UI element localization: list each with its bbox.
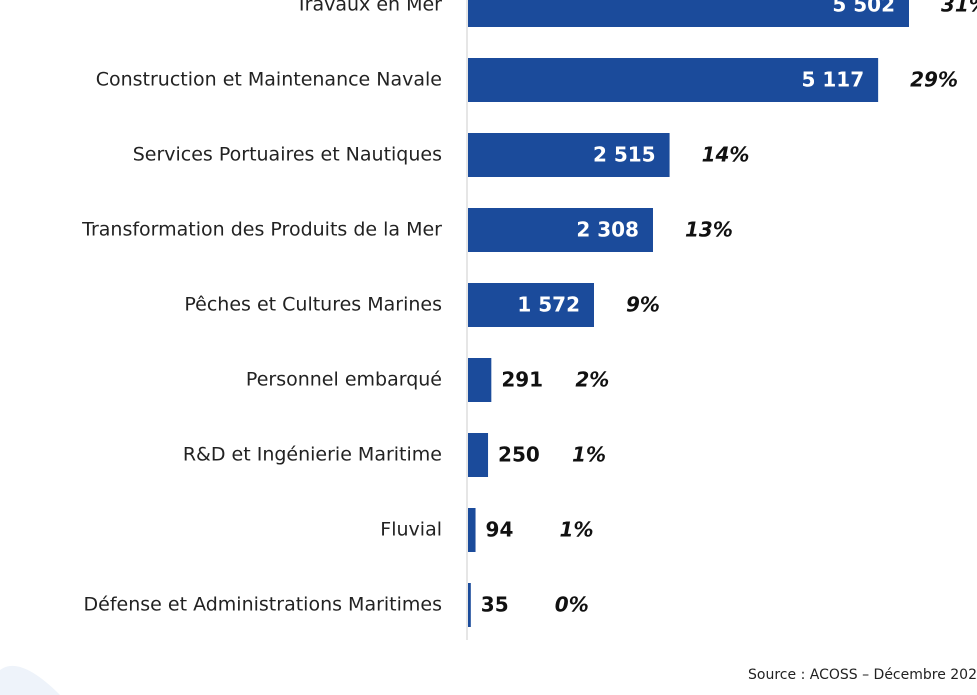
source: Source : ACOSS – Décembre 202 xyxy=(748,667,977,683)
value-label: 2 308 xyxy=(576,218,639,242)
category-label: R&D et Ingénierie Maritime xyxy=(183,444,442,466)
share-label: 0% xyxy=(555,593,589,617)
share-label: 1% xyxy=(572,443,606,467)
category-label: Fluvial xyxy=(380,519,442,541)
category-label: Services Portuaires et Nautiques xyxy=(133,144,442,166)
bar xyxy=(468,58,879,102)
share-label: 9% xyxy=(626,293,660,317)
share-label: 29% xyxy=(910,68,958,92)
value-label: 2 515 xyxy=(593,143,656,167)
value-label: 5 502 xyxy=(832,0,895,17)
bar xyxy=(468,433,489,477)
category-label: Personnel embarqué xyxy=(246,369,442,391)
category-label: Défense et Administrations Maritimes xyxy=(84,594,442,616)
bar xyxy=(468,508,476,552)
share-label: 14% xyxy=(702,143,750,167)
value-label: 35 xyxy=(481,593,509,617)
value-label: 291 xyxy=(501,368,543,392)
share-label: 31% xyxy=(941,0,977,17)
bar xyxy=(468,583,471,627)
bar xyxy=(468,0,909,27)
bar xyxy=(468,208,653,252)
category-label: Construction et Maintenance Navale xyxy=(96,69,442,91)
share-label: 1% xyxy=(560,518,594,542)
bar xyxy=(468,358,492,402)
category-label: Travaux en Mer xyxy=(295,0,442,16)
value-label: 250 xyxy=(498,443,540,467)
value-label: 94 xyxy=(486,518,514,542)
value-label: 1 572 xyxy=(517,293,580,317)
share-label: 2% xyxy=(575,368,609,392)
bar xyxy=(468,283,594,327)
category-label: Transformation des Produits de la Mer xyxy=(81,219,442,241)
bar xyxy=(468,133,670,177)
share-label: 13% xyxy=(685,218,733,242)
value-label: 5 117 xyxy=(802,68,865,92)
category-label: Pêches et Cultures Marines xyxy=(184,294,442,316)
decoration xyxy=(0,665,60,695)
